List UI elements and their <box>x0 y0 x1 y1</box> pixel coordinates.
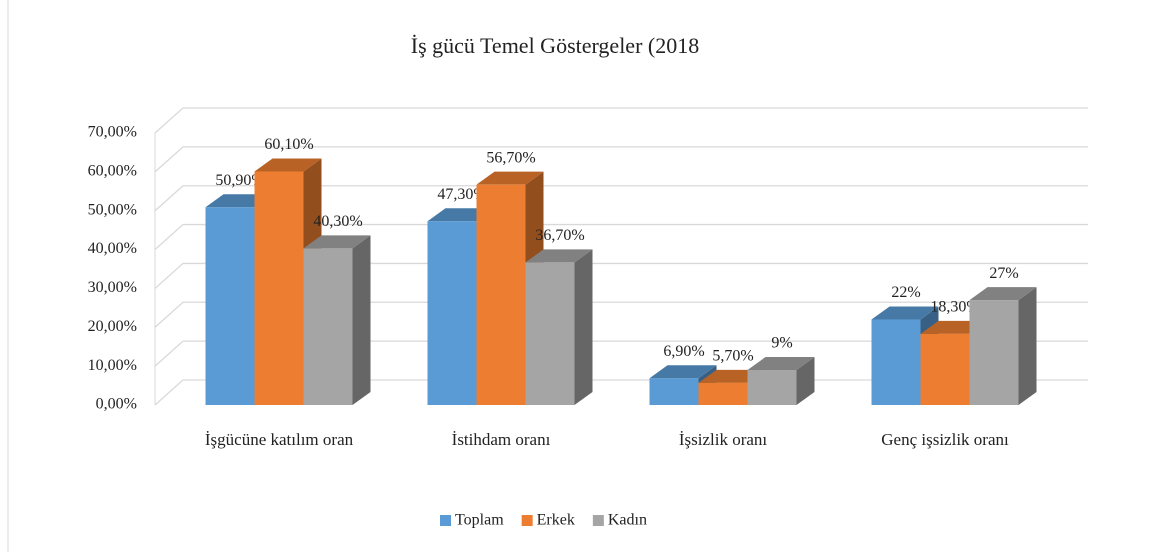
y-tick-label: 60,00% <box>88 163 137 180</box>
legend-swatch <box>592 515 604 526</box>
bar-top <box>871 306 939 320</box>
grid-line <box>154 340 1088 367</box>
bar-side <box>796 357 815 405</box>
legend-label: Kadın <box>608 512 647 529</box>
data-label: 9% <box>771 335 792 352</box>
legend-label: Toplam <box>455 512 504 529</box>
data-label: 27% <box>989 265 1018 282</box>
bar <box>649 378 699 405</box>
data-label: 60,10% <box>264 136 313 153</box>
grid-line <box>154 107 1088 134</box>
x-tick-label: İstihdam oranı <box>451 430 551 449</box>
bar-top <box>747 357 815 371</box>
y-tick-label: 40,00% <box>88 240 137 257</box>
data-label: 56,70% <box>486 149 535 166</box>
x-tick-label: İşsizlik oranı <box>678 430 768 449</box>
bar-top <box>254 158 322 172</box>
grid-line <box>154 301 1088 328</box>
legend-swatch <box>521 515 533 526</box>
bar-side <box>352 235 371 405</box>
bar <box>969 300 1019 405</box>
y-tick-label: 30,00% <box>88 279 137 296</box>
y-tick-label: 20,00% <box>88 318 137 335</box>
bar <box>427 221 477 405</box>
grid-line <box>154 262 1088 289</box>
grid-line <box>154 146 1088 173</box>
data-label: 22% <box>891 284 920 301</box>
legend-label: Erkek <box>537 512 575 529</box>
bar-top <box>649 365 717 379</box>
bar <box>476 184 526 405</box>
y-tick-label: 70,00% <box>88 124 137 141</box>
bar <box>254 171 304 405</box>
bar-top <box>303 235 371 249</box>
y-tick-label: 0,00% <box>96 396 137 413</box>
grid-line <box>154 185 1088 212</box>
bar-top <box>525 249 593 263</box>
data-label: 40,30% <box>313 213 362 230</box>
bar-side <box>574 249 593 405</box>
bar <box>205 207 255 405</box>
bar <box>303 248 353 405</box>
bar <box>747 370 797 405</box>
y-tick-label: 10,00% <box>88 357 137 374</box>
data-label: 6,90% <box>663 343 704 360</box>
data-label: 5,70% <box>712 348 753 365</box>
bar <box>920 333 970 405</box>
legend-swatch <box>440 515 451 526</box>
x-tick-label: Genç işsizlik oranı <box>881 430 1009 449</box>
bar <box>698 382 748 405</box>
y-tick-label: 50,00% <box>88 201 137 218</box>
data-label: 47,30% <box>437 186 486 203</box>
bar <box>871 319 921 405</box>
data-label: 18,30% <box>930 299 979 316</box>
data-label: 36,70% <box>535 227 584 244</box>
bar-top <box>476 171 544 185</box>
x-tick-label: İşgücüne katılım oran <box>204 430 354 449</box>
data-label: 50,90% <box>215 172 264 189</box>
bar-side <box>1018 287 1037 405</box>
grid-line <box>154 223 1088 251</box>
bar <box>525 262 575 405</box>
bar-top <box>969 287 1037 301</box>
chart-title: İş gücü Temel Göstergeler (2018 <box>411 33 699 58</box>
